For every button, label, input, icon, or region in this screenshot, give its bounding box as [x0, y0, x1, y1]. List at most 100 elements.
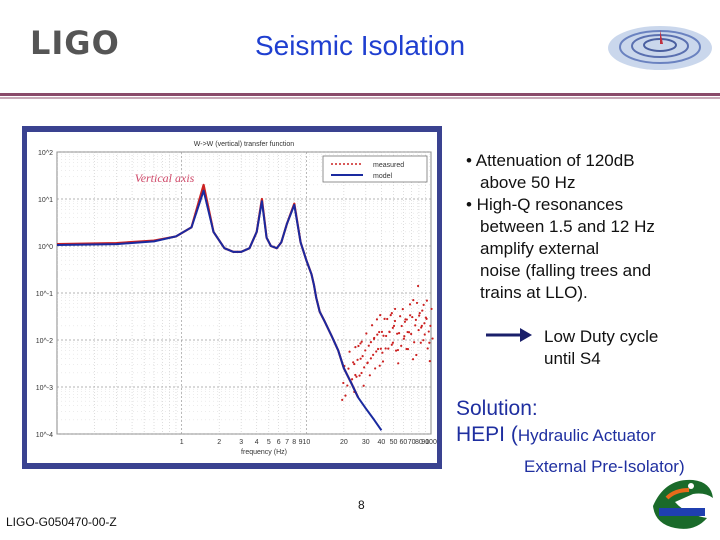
noise-point — [354, 373, 357, 377]
arrow-note-text: Low Duty cycle until S4 — [544, 326, 658, 370]
noise-point — [346, 384, 349, 387]
bullet-2-line-4: noise (falling trees and — [480, 261, 652, 280]
noise-point — [366, 361, 369, 364]
header-divider-light — [0, 97, 720, 99]
noise-point — [408, 303, 412, 306]
x-tick-label: 10 — [302, 439, 310, 446]
x-tick-label: 60 — [399, 439, 407, 446]
noise-point — [412, 299, 415, 302]
legend-measured-label: measured — [373, 162, 404, 169]
plot-area — [56, 151, 432, 435]
noise-point — [406, 348, 410, 351]
bullet-2-line-5: trains at LLO). — [480, 283, 588, 302]
x-tick-label: 2 — [217, 439, 221, 446]
x-tick-label: 100 — [425, 439, 437, 446]
noise-point — [414, 318, 417, 321]
noise-point — [375, 318, 379, 321]
noise-point — [359, 357, 362, 360]
noise-point — [391, 341, 395, 344]
solution-block: Solution: HEPI (Hydraulic Actuator Exter… — [456, 396, 685, 476]
noise-point — [382, 334, 385, 337]
y-tick-label: 10^1 — [38, 197, 53, 204]
bullet-1-line-1: • Attenuation of 120dB — [466, 151, 635, 170]
y-tick-label: 10^0 — [38, 244, 53, 251]
noise-point — [399, 315, 402, 318]
noise-point — [388, 330, 391, 334]
noise-point — [368, 374, 371, 377]
x-tick-label: 40 — [377, 439, 385, 446]
y-tick-label: 10^-1 — [36, 291, 53, 298]
bullet-2-line-2: between 1.5 and 12 Hz — [480, 217, 655, 236]
noise-point — [422, 339, 425, 342]
noise-point — [396, 332, 399, 335]
y-tick-label: 10^-4 — [36, 432, 53, 439]
noise-point — [397, 332, 401, 335]
noise-point — [365, 332, 368, 335]
noise-point — [380, 330, 384, 333]
noise-point — [401, 308, 404, 311]
noise-point — [405, 318, 408, 321]
noise-point — [400, 344, 403, 347]
noise-point — [374, 367, 377, 370]
x-tick-label: 7 — [285, 439, 289, 446]
noise-point — [355, 375, 358, 378]
noise-point — [418, 314, 421, 317]
noise-point — [341, 398, 344, 401]
noise-point — [379, 347, 382, 350]
noise-point — [372, 353, 375, 356]
noise-point — [387, 347, 390, 350]
noise-point — [393, 307, 397, 311]
noise-point — [430, 307, 433, 311]
bullet-list: • Attenuation of 120dB above 50 Hz • Hig… — [466, 150, 716, 304]
noise-point — [359, 342, 362, 345]
x-tick-label: 4 — [255, 439, 259, 446]
noise-point — [347, 367, 350, 370]
noise-point — [348, 350, 351, 353]
noise-point — [353, 362, 356, 366]
x-axis-label: frequency (Hz) — [241, 449, 287, 456]
noise-point — [344, 394, 347, 397]
noise-point — [396, 348, 400, 352]
noise-point — [425, 299, 428, 302]
noise-point — [403, 335, 406, 338]
noise-point — [369, 341, 373, 344]
noise-point — [407, 331, 411, 334]
x-tick-label: 50 — [390, 439, 398, 446]
noise-point — [360, 371, 363, 375]
chart-panel: 10^2 10^1 10^0 10^-1 10^-2 10^-3 10^-4 1 2 3 4 5 6 7 8… — [27, 132, 437, 463]
x-tick-label: 20 — [340, 439, 348, 446]
noise-point — [342, 381, 345, 385]
noise-point — [375, 350, 378, 353]
noise-point — [429, 324, 432, 327]
vertical-axis-annotation: Vertical axis — [135, 171, 195, 185]
noise-point — [381, 351, 384, 354]
y-tick-label: 10^-2 — [36, 338, 53, 345]
noise-point — [391, 326, 394, 329]
noise-point — [390, 312, 393, 315]
noise-point — [372, 337, 376, 340]
noise-point — [414, 324, 417, 327]
solution-heading: Solution: — [456, 397, 538, 420]
noise-point — [417, 328, 420, 332]
x-tick-label: 80 — [415, 439, 423, 446]
document-id: LIGO-G050470-00-Z — [6, 515, 117, 529]
x-tick-label: 70 — [408, 439, 416, 446]
noise-point — [425, 317, 428, 320]
noise-point — [376, 347, 380, 351]
noise-point — [397, 362, 400, 365]
noise-point — [410, 332, 413, 336]
noise-point — [390, 343, 393, 346]
transfer-function-chart: 10^210^110^010^-110^-210^-310^-41 2 3 4 5 6 7 8… — [36, 141, 437, 456]
noise-point — [431, 337, 434, 340]
noise-point — [379, 314, 382, 317]
gator-mascot-logo-icon — [653, 479, 713, 529]
noise-point — [394, 349, 398, 352]
noise-point — [411, 358, 415, 361]
noise-point — [423, 333, 426, 336]
noise-point — [421, 309, 424, 312]
noise-point — [419, 341, 422, 344]
solution-hepi-detail: Hydraulic Actuator — [517, 426, 656, 445]
noise-point — [415, 301, 419, 305]
noise-point — [409, 314, 412, 317]
bullet-2-line-3: amplify external — [480, 239, 600, 258]
